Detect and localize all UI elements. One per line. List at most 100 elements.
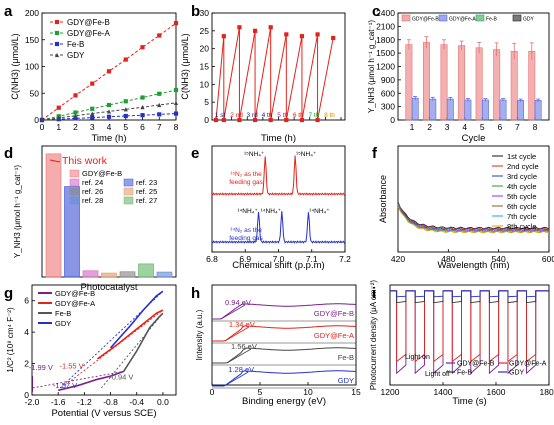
data-point: [173, 21, 179, 26]
peak-label: ¹⁴NH₄⁺: [261, 208, 282, 215]
data-point: [123, 113, 128, 119]
legend-entry: GDY@Fe-A: [55, 299, 95, 308]
data-point: [73, 110, 78, 115]
data-point: [73, 93, 78, 98]
edge-label: 1.34 eV: [229, 320, 255, 329]
data-point: [73, 113, 78, 118]
legend-entry: 4th cycle: [507, 182, 537, 191]
x-tick-label: 1600: [487, 387, 506, 397]
cycle-label: 1 st: [215, 112, 226, 119]
panel-label-h: h: [191, 285, 200, 302]
x-tick-label: 0: [210, 387, 215, 397]
x-tick-label: 5: [123, 122, 128, 132]
cycle-label: 5 th: [277, 112, 288, 119]
y-tick-label: 1500: [376, 48, 395, 58]
x-tick-label: 6: [497, 122, 502, 132]
mott-schottky-curve: [57, 370, 124, 392]
x-tick-label: 600: [542, 254, 554, 264]
y-tick-label: 0: [24, 390, 29, 400]
edge-fit-line: [226, 348, 252, 364]
tangent-line: [61, 309, 164, 389]
legend-entry: 2nd cycle: [507, 162, 539, 171]
y-tick-label: 150: [25, 35, 39, 45]
bar: [499, 99, 507, 121]
vb-spectrum: [212, 370, 357, 387]
plot-frame: [31, 284, 177, 396]
data-point: [106, 109, 112, 114]
y-tick-label: 15: [200, 62, 210, 72]
legend-entry: GDY@Fe-A: [509, 361, 547, 368]
legend-entry: GDY@Fe-B: [82, 169, 122, 178]
plot-frame: [389, 284, 550, 386]
data-point: [123, 57, 128, 62]
y-axis-label: Absorbance: [378, 175, 388, 223]
legend-entry: GDY: [67, 51, 85, 60]
cycle-line: [238, 30, 256, 121]
y-tick-label: 2: [24, 359, 29, 369]
x-tick-label: -1.6: [51, 397, 66, 407]
legend-entry: 7th cycle: [507, 212, 537, 221]
legend-entry: GDY@Fe-B: [412, 17, 439, 23]
panel-label-b: b: [191, 3, 200, 20]
y-tick-label: 100: [25, 62, 39, 72]
bar: [101, 272, 117, 278]
y-tick-label: 4: [24, 327, 29, 337]
y-axis-label: Photocurrent density (μA cm⁻²): [369, 280, 378, 391]
y-axis-label: Y_NH3 (μmol h⁻¹ g_cat⁻¹): [367, 20, 376, 113]
legend-entry: GDY@Fe-B: [55, 289, 95, 298]
bar: [119, 271, 136, 278]
x-tick-label: 2: [73, 122, 78, 132]
x-tick-label: 8: [174, 122, 179, 132]
y-tick-label: 6: [24, 296, 29, 306]
photocurrent-trace: [390, 290, 549, 304]
legend-swatch: [475, 14, 485, 22]
x-axis-label: Photocatalyst: [80, 282, 137, 293]
bar: [458, 45, 466, 121]
x-tick-label: -0.4: [129, 397, 144, 407]
x-tick-label: 15: [351, 387, 361, 397]
cycle-label: 4 th: [262, 112, 273, 119]
cycle-label: 3 rd: [247, 112, 259, 119]
cycle-line: [254, 27, 272, 121]
bar: [45, 153, 62, 278]
legend-entry: 1st cycle: [507, 152, 536, 161]
y-axis-label: C(NH3) (μmol/L): [180, 33, 190, 99]
legend-entry: ref. 27: [136, 196, 157, 205]
data-point: [173, 87, 179, 93]
legend-entry: ref. 28: [82, 196, 103, 205]
x-tick-label: 480: [441, 254, 455, 264]
y-axis-label: 1/C² (10⁸ cm⁴ F⁻²): [6, 307, 15, 373]
cycle-line: [215, 36, 225, 121]
y-tick-label: 1200: [376, 62, 395, 72]
peak-label: ¹⁴NH₄⁺: [237, 208, 258, 215]
bar: [64, 186, 80, 278]
vb-spectrum: [212, 325, 357, 342]
annotation-arrow: [49, 159, 61, 163]
data-point: [173, 111, 179, 116]
intercept-label: -0.94 V: [109, 372, 133, 381]
legend-swatch: [512, 14, 522, 22]
x-tick-label: 0.0: [157, 397, 169, 407]
x-tick-label: 8: [533, 122, 538, 132]
panel-label-e: e: [191, 145, 199, 162]
data-point: [157, 33, 162, 38]
light-off-label: Light off: [425, 371, 450, 378]
cycle-label: 6 th: [293, 112, 304, 119]
cycle-label: 2 nd: [230, 112, 243, 119]
x-tick-label: 420: [391, 254, 405, 264]
x-tick-label: 7.0: [273, 254, 285, 264]
data-point: [140, 45, 145, 50]
bar: [534, 100, 542, 121]
bar: [138, 263, 154, 278]
y-axis-label: Intensity (a.u.): [195, 309, 204, 360]
bar: [411, 97, 419, 121]
x-axis-label: Cycle: [462, 133, 486, 144]
y-tick-label: 0: [204, 115, 209, 125]
legend-entry: GDY@Fe-B: [67, 18, 110, 27]
bar: [440, 44, 448, 121]
legend-entry: ref. 26: [82, 187, 103, 196]
legend-entry: 3rd cycle: [507, 172, 537, 181]
x-tick-label: 540: [492, 254, 506, 264]
y-tick-label: 10: [200, 79, 210, 89]
